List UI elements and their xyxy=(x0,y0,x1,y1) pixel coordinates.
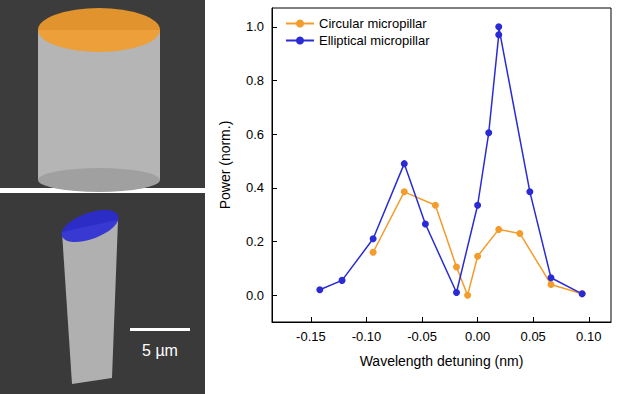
svg-text:0.10: 0.10 xyxy=(576,329,601,344)
svg-text:Elliptical micropillar: Elliptical micropillar xyxy=(319,33,430,48)
svg-text:0.6: 0.6 xyxy=(246,127,264,142)
svg-text:0.2: 0.2 xyxy=(246,234,264,249)
svg-text:Wavelength detuning (nm): Wavelength detuning (nm) xyxy=(360,353,524,369)
svg-text:0.00: 0.00 xyxy=(465,329,490,344)
svg-text:-0.10: -0.10 xyxy=(352,329,382,344)
svg-text:0.4: 0.4 xyxy=(246,180,264,195)
svg-text:5 µm: 5 µm xyxy=(142,342,178,359)
svg-text:1.0: 1.0 xyxy=(246,19,264,34)
svg-text:0.0: 0.0 xyxy=(246,288,264,303)
svg-text:-0.05: -0.05 xyxy=(407,329,437,344)
svg-text:Power (norm.): Power (norm.) xyxy=(217,121,233,210)
svg-text:-0.15: -0.15 xyxy=(296,329,326,344)
svg-text:0.8: 0.8 xyxy=(246,73,264,88)
svg-text:0.05: 0.05 xyxy=(521,329,546,344)
svg-text:Circular micropillar: Circular micropillar xyxy=(319,16,427,31)
